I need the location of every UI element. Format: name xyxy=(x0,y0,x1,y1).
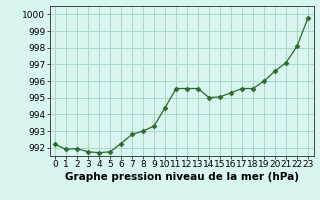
X-axis label: Graphe pression niveau de la mer (hPa): Graphe pression niveau de la mer (hPa) xyxy=(65,172,299,182)
